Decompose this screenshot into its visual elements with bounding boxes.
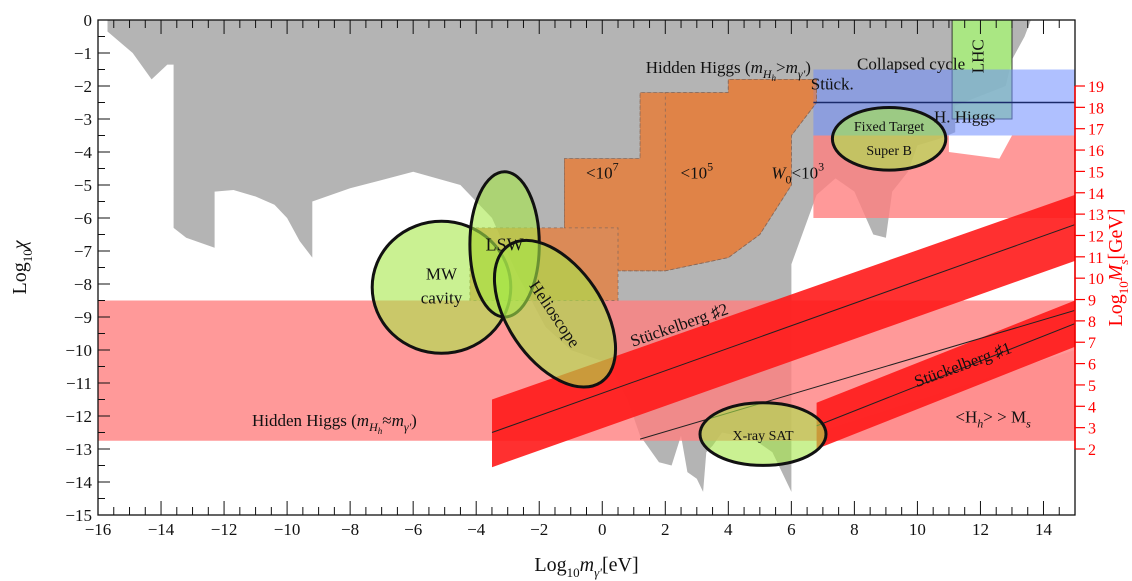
x-tick-label: −10 (274, 520, 301, 539)
y2-tick-label: 8 (1088, 314, 1096, 331)
ellipse-shape-fixed-target (830, 106, 948, 172)
x-tick-label: 8 (850, 520, 859, 539)
y2-tick-label: 10 (1088, 271, 1104, 288)
region-w0-10-7-region (469, 79, 817, 301)
x-tick-label: −2 (530, 520, 548, 539)
y2-tick-label: 18 (1088, 100, 1104, 117)
x-tick-label: 2 (661, 520, 670, 539)
y-tick-label: −3 (74, 110, 92, 129)
ellipse-label-x-ray-sat: X-ray SAT (732, 429, 793, 444)
y-tick-label: −10 (65, 341, 92, 360)
x-tick-label: −16 (85, 520, 112, 539)
x-tick-label: 0 (598, 520, 607, 539)
annotation-11: <Hh> > Ms (955, 408, 1031, 431)
y2-tick-label: 19 (1088, 79, 1104, 96)
x-tick-label: −14 (148, 520, 175, 539)
annotation-6: <105 (681, 159, 714, 182)
region-orange-level-2 (664, 79, 817, 272)
y2-tick-label: 15 (1088, 164, 1104, 181)
y-tick-label: −8 (74, 275, 92, 294)
y-tick-label: −13 (65, 440, 92, 459)
annotation-0: Hidden Higgs (mHh>mγ') (646, 58, 811, 83)
y-axis-label: Log10χ (9, 239, 35, 294)
y-tick-label: −9 (74, 308, 92, 327)
annotation-3: H. Higgs (934, 107, 995, 126)
x-axis-label: Log10mγ'[eV] (534, 554, 638, 580)
ellipse-label-lsw: LSW (486, 234, 524, 254)
line-st-ckelberg-1-centre (816, 323, 1075, 427)
annotation-10: Hidden Higgs (mHh≈mγ') (252, 411, 417, 436)
y2-tick-label: 4 (1088, 399, 1096, 416)
y2-tick-label: 16 (1088, 143, 1104, 160)
x-tick-label: −8 (341, 520, 359, 539)
y-tick-label: 0 (84, 11, 93, 30)
y2-tick-label: 11 (1088, 250, 1103, 267)
ellipse-shape-helioscope (492, 238, 618, 389)
y2-tick-label: 9 (1088, 293, 1096, 310)
y-tick-label: −2 (74, 77, 92, 96)
ellipse-label2-super-b: Super B (866, 144, 912, 159)
y-tick-label: −6 (74, 209, 92, 228)
x-tick-label: −6 (404, 520, 422, 539)
y-tick-label: −12 (65, 407, 92, 426)
annotation-7: W0<103 (771, 159, 824, 186)
x-tick-label: −12 (211, 520, 238, 539)
ellipse-label-mw: MW (426, 264, 458, 283)
x-tick-label: 14 (1035, 520, 1053, 539)
y-tick-label: −14 (65, 473, 92, 492)
ellipse-label-fixed-target: Fixed Target (854, 120, 925, 135)
y-tick-label: −7 (74, 242, 93, 261)
y2-tick-label: 6 (1088, 357, 1096, 374)
y2-tick-label: 14 (1088, 186, 1104, 203)
x-tick-label: 4 (724, 520, 733, 539)
annotation-2: Stück. (811, 74, 854, 93)
ellipse-fixed-target (830, 106, 948, 172)
y2-tick-label: 2 (1088, 442, 1096, 459)
x-tick-label: 10 (909, 520, 926, 539)
line-st-ckelberg-2-centre (491, 224, 1075, 433)
y2-tick-label: 17 (1088, 122, 1104, 139)
x-tick-label: 6 (787, 520, 796, 539)
y2-axis-label: Log10Ms[GeV] (1105, 208, 1131, 326)
y-tick-label: −1 (74, 44, 92, 63)
y2-tick-label: 5 (1088, 378, 1096, 395)
y2-tick-label: 3 (1088, 421, 1096, 438)
ellipse-helioscope (492, 238, 618, 389)
annotation-4: LHC (969, 39, 988, 73)
y-tick-label: −5 (74, 176, 92, 195)
annotation-1: Collapsed cycle (857, 55, 965, 74)
y-tick-label: −15 (65, 506, 92, 525)
y2-tick-label: 12 (1088, 229, 1104, 246)
region-st-ckelberg-2-band (492, 194, 1075, 468)
y-tick-label: −4 (74, 143, 93, 162)
ellipse-x-ray-sat (698, 401, 828, 467)
x-tick-label: −4 (467, 520, 486, 539)
annotation-5: <107 (586, 159, 619, 182)
x-tick-label: 12 (972, 520, 989, 539)
y-tick-label: −11 (66, 374, 92, 393)
ellipse-shape-x-ray-sat (698, 401, 828, 467)
ellipse-label2-cavity: cavity (421, 288, 463, 307)
y2-tick-label: 13 (1088, 207, 1104, 224)
y2-tick-label: 7 (1088, 335, 1096, 352)
